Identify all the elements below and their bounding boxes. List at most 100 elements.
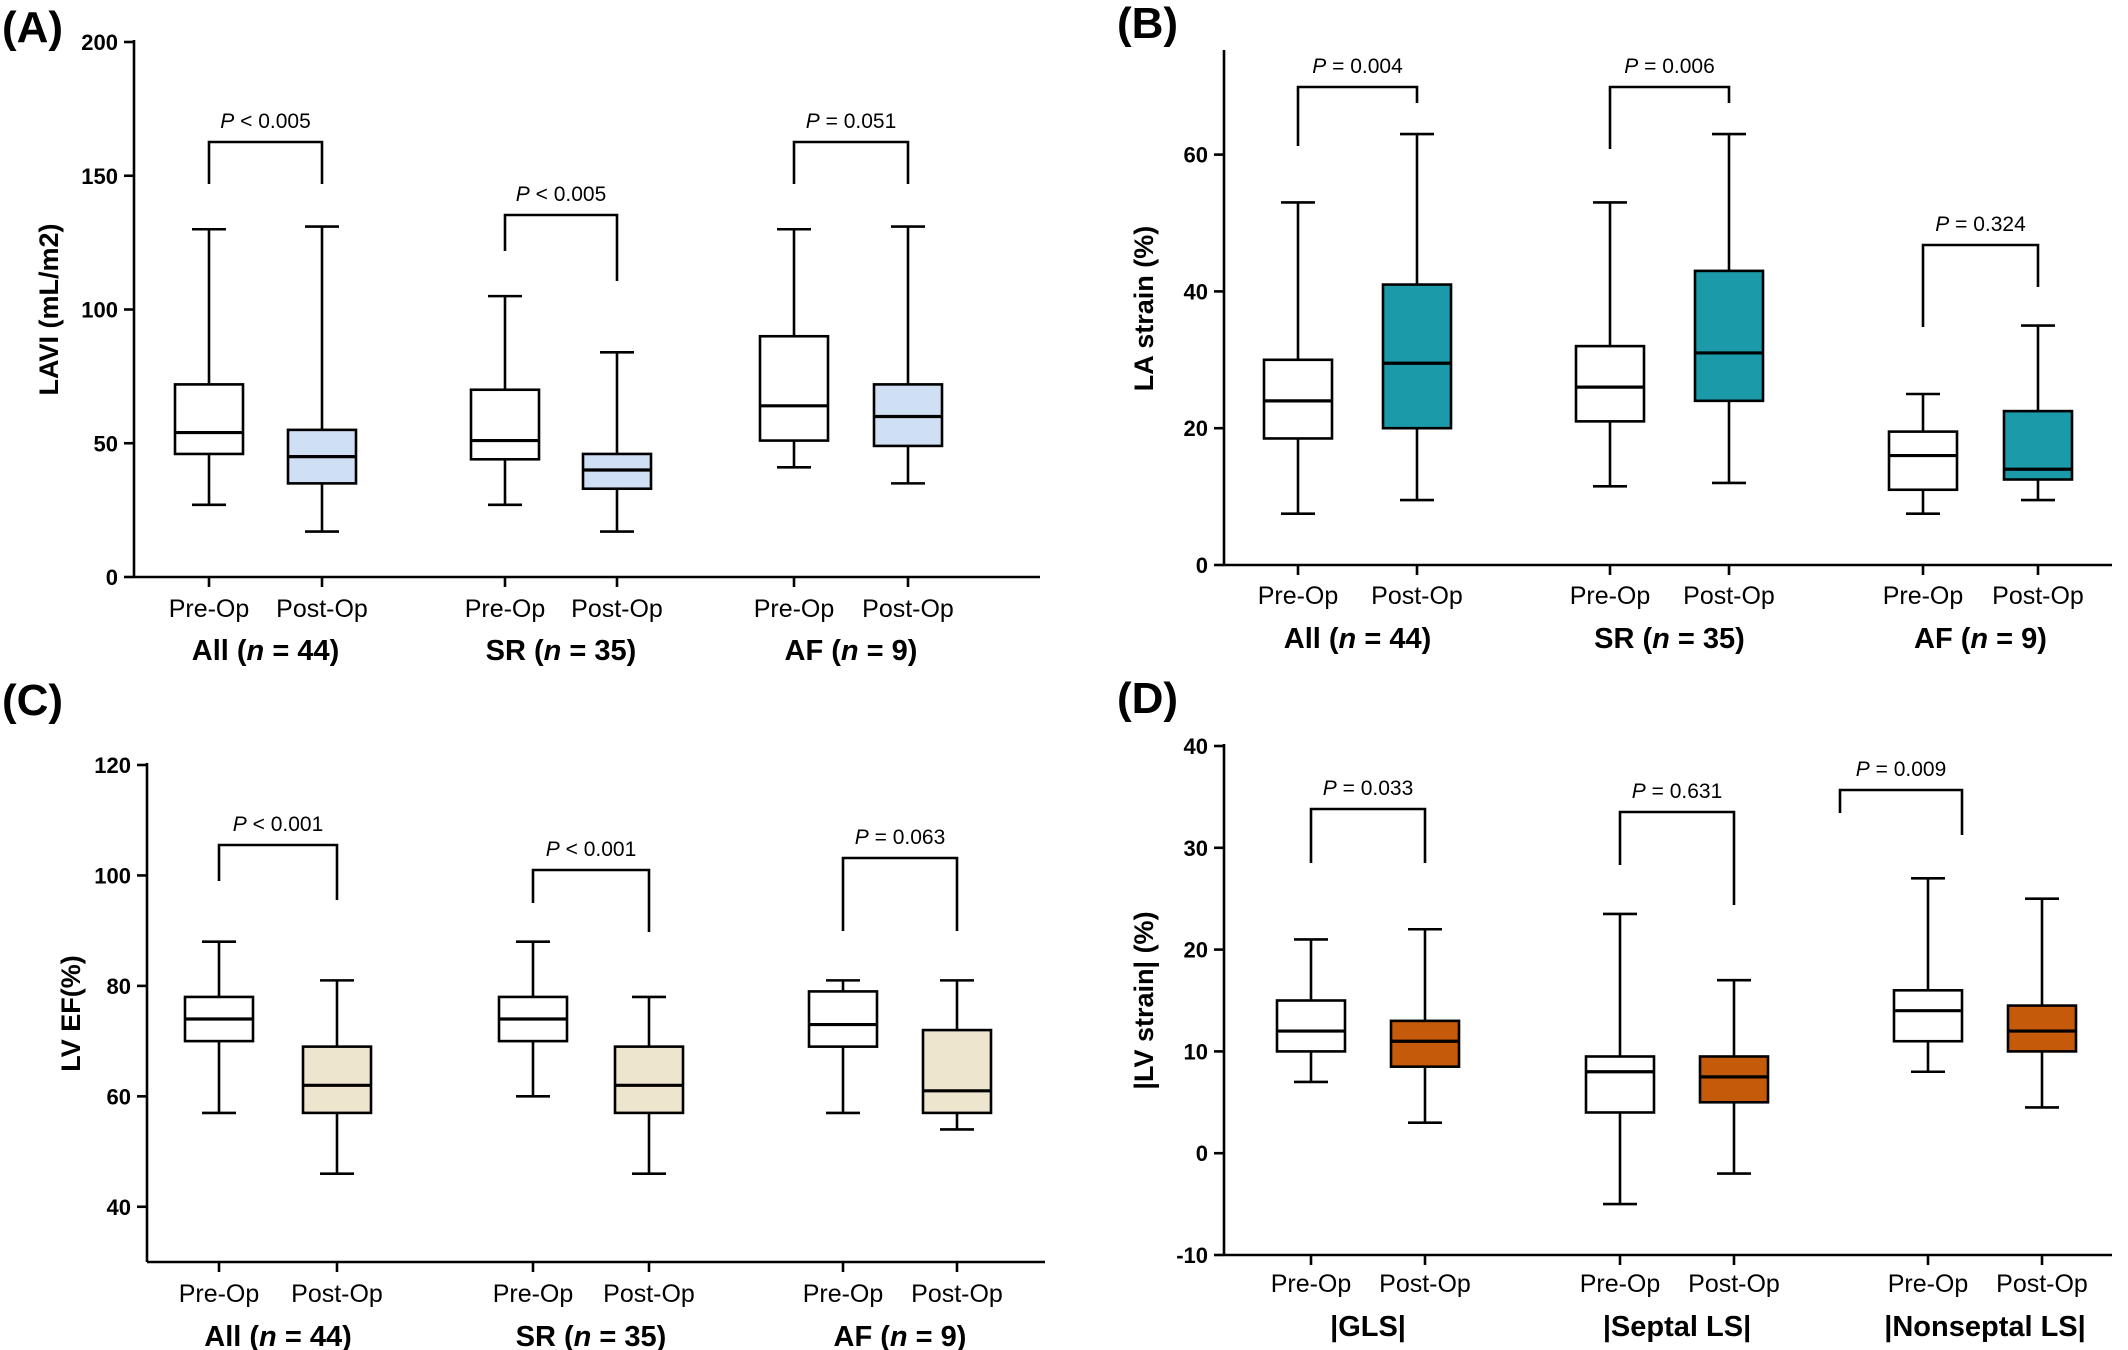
significance-bracket <box>841 856 959 931</box>
box-pre <box>183 940 255 1115</box>
condition-label: Pre-Op <box>754 595 835 623</box>
panel-c: (C) 40 60 80 100 120 LV EF(%) Pre-Op Post-Op All … <box>2 676 1045 1350</box>
condition-label: Pre-Op <box>1580 1270 1661 1298</box>
condition-label: Post-Op <box>1379 1270 1471 1298</box>
box-pre <box>1892 877 1964 1074</box>
significance-bracket <box>792 140 910 184</box>
significance-bracket <box>1618 810 1736 905</box>
condition-label: Post-Op <box>1683 582 1775 610</box>
panel-d: (D) -10 0 10 20 30 40 |LV strain| (%) Pre-Op Post… <box>1117 674 2112 1343</box>
box-post <box>2002 324 2074 502</box>
condition-label: Post-Op <box>862 595 954 623</box>
significance-bracket <box>531 868 651 932</box>
y-tick-label: 100 <box>94 863 131 888</box>
box-pre <box>173 227 245 507</box>
p-value-label: P = 0.033 <box>1323 777 1414 800</box>
group-label: SR (n = 35) <box>486 635 637 667</box>
group-label: AF (n = 9) <box>1914 623 2047 655</box>
box-post <box>921 979 993 1131</box>
p-value-label: P = 0.004 <box>1312 55 1403 78</box>
group-label: |Nonseptal LS| <box>1884 1311 2086 1343</box>
box-post <box>581 350 653 533</box>
y-axis-label: LAVI (mL/m2) <box>34 223 64 395</box>
condition-label: Pre-Op <box>169 595 250 623</box>
box-post <box>286 225 358 533</box>
p-value-label: P < 0.005 <box>516 183 607 206</box>
iqr-box <box>1262 358 1334 440</box>
box-post <box>872 225 944 485</box>
panel-label: (D) <box>1117 674 1178 723</box>
box-pre <box>469 294 541 507</box>
y-tick-label: 40 <box>1184 279 1208 304</box>
iqr-box <box>1275 999 1347 1053</box>
condition-label: Post-Op <box>1371 582 1463 610</box>
condition-label: Post-Op <box>1992 582 2084 610</box>
iqr-box <box>921 1028 993 1115</box>
significance-bracket <box>1296 85 1419 146</box>
significance-bracket <box>1309 807 1427 863</box>
p-value-label: P < 0.005 <box>220 110 311 133</box>
y-axis-label: LA strain (%) <box>1129 226 1159 392</box>
y-tick-label: 40 <box>1184 734 1208 759</box>
condition-label: Post-Op <box>911 1280 1003 1308</box>
significance-bracket <box>1921 243 2040 327</box>
y-tick-label: 20 <box>1184 416 1208 441</box>
box-post <box>1693 132 1765 485</box>
box-pre <box>1584 912 1656 1206</box>
box-pre <box>497 940 569 1098</box>
group-label: AF (n = 9) <box>834 1321 967 1350</box>
group-label: |Septal LS| <box>1603 1311 1751 1343</box>
p-value-label: P = 0.051 <box>806 110 897 133</box>
y-tick-label: 40 <box>107 1195 131 1220</box>
condition-label: Pre-Op <box>493 1280 574 1308</box>
condition-label: Post-Op <box>571 595 663 623</box>
panel-label: (B) <box>1117 0 1178 48</box>
iqr-box <box>173 383 245 456</box>
condition-label: Post-Op <box>276 595 368 623</box>
y-tick-label: 0 <box>106 565 118 590</box>
y-tick-label: 0 <box>1196 1141 1208 1166</box>
panel-a: (A) 0 50 100 150 200 LAVI (mL/m2) Pre-Op Post-Op… <box>2 3 1040 667</box>
condition-label: Post-Op <box>291 1280 383 1308</box>
p-value-label: P = 0.631 <box>1632 780 1723 803</box>
condition-label: Pre-Op <box>803 1280 884 1308</box>
iqr-box <box>1389 1019 1461 1068</box>
condition-label: Pre-Op <box>1888 1270 1969 1298</box>
box-pre <box>1262 201 1334 516</box>
y-tick-label: 50 <box>94 431 118 456</box>
y-tick-label: 120 <box>94 753 131 778</box>
box-pre <box>1275 938 1347 1084</box>
p-value-label: P = 0.006 <box>1624 55 1715 78</box>
significance-bracket <box>217 843 339 900</box>
group-label: SR (n = 35) <box>516 1321 667 1350</box>
y-tick-label: 100 <box>81 298 118 323</box>
p-value-label: P = 0.324 <box>1935 213 2026 236</box>
box-pre <box>807 979 879 1115</box>
iqr-box <box>2006 1004 2078 1053</box>
box-post <box>2006 897 2078 1109</box>
iqr-box <box>1381 283 1453 430</box>
iqr-box <box>758 334 830 442</box>
condition-label: Pre-Op <box>1258 582 1339 610</box>
y-tick-label: 60 <box>107 1084 131 1109</box>
iqr-box <box>1574 344 1646 423</box>
p-value-label: P < 0.001 <box>546 838 637 861</box>
iqr-box <box>1698 1055 1770 1104</box>
iqr-box <box>469 388 541 461</box>
box-post <box>613 995 685 1175</box>
iqr-box <box>613 1045 685 1115</box>
box-post <box>1381 132 1453 502</box>
y-axis-label: |LV strain| (%) <box>1129 911 1159 1089</box>
y-tick-label: 20 <box>1184 938 1208 963</box>
condition-label: Pre-Op <box>1271 1270 1352 1298</box>
iqr-box <box>1693 269 1765 403</box>
p-value-label: P = 0.063 <box>855 826 946 849</box>
y-axis-label: LV EF(%) <box>56 955 86 1072</box>
iqr-box <box>301 1045 373 1115</box>
group-label: All (n = 44) <box>204 1321 351 1350</box>
condition-label: Pre-Op <box>465 595 546 623</box>
condition-label: Pre-Op <box>1883 582 1964 610</box>
y-tick-label: 30 <box>1184 836 1208 861</box>
y-tick-label: 150 <box>81 164 118 189</box>
